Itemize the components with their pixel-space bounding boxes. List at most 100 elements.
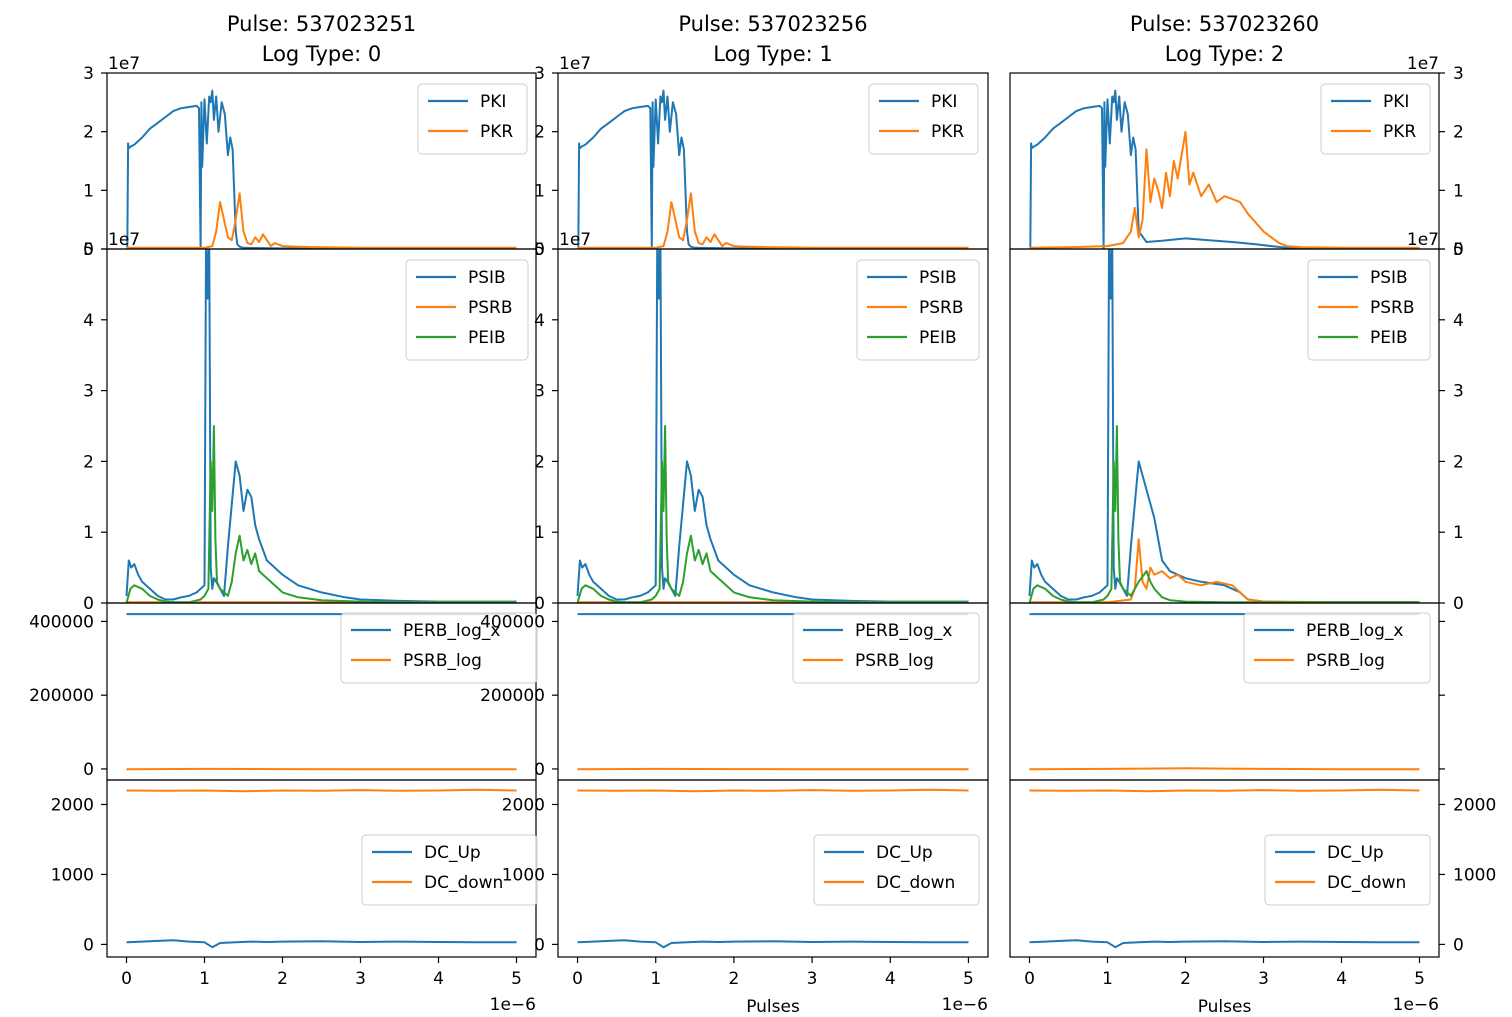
y-tick-label: 0 bbox=[83, 760, 94, 780]
series-line-pki bbox=[126, 89, 517, 249]
y-tick-label: 0 bbox=[534, 240, 545, 260]
y-tick-label: 1 bbox=[534, 523, 545, 543]
y-tick-label: 3 bbox=[534, 64, 545, 84]
x-tick-label: 0 bbox=[572, 969, 583, 989]
y-tick-label: 4 bbox=[83, 311, 94, 331]
legend: DC_Up DC_down bbox=[813, 834, 980, 906]
series-group bbox=[577, 89, 969, 249]
series-line-peib bbox=[125, 425, 517, 603]
legend-label: PEIB bbox=[1370, 328, 1408, 348]
legend: DC_Up DC_down bbox=[361, 834, 538, 906]
panel-col0-row3: 0 1000 2000 DC_Up DC_down 0 1 2 3 4 5 1e−6 bbox=[51, 779, 538, 1015]
panel-col0-row2: 0 200000 400000 PERB_log_x PSRB_log bbox=[29, 602, 538, 781]
series-group bbox=[1028, 249, 1420, 603]
series-group bbox=[125, 249, 517, 603]
series-line-dc-down bbox=[126, 788, 517, 793]
y-tick-label: 5 bbox=[534, 240, 545, 260]
legend: PERB_log_x PSRB_log bbox=[792, 612, 980, 684]
y-tick-label: 2000 bbox=[1453, 795, 1496, 815]
legend-box bbox=[417, 83, 528, 155]
col-title-line1: Pulse: 537023256 bbox=[678, 12, 867, 36]
legend-label: PSIB bbox=[1370, 268, 1408, 288]
y-tick-label: 1 bbox=[1453, 181, 1464, 201]
panel-col1-row1: 0 1 2 3 4 5 1e7 PSIB PSRB PEIB bbox=[534, 230, 989, 614]
y-tick-label: 0 bbox=[83, 240, 94, 260]
y-tick-label: 0 bbox=[1453, 240, 1464, 260]
legend-label: DC_Up bbox=[424, 843, 481, 863]
legend-label: PKI bbox=[931, 92, 957, 112]
legend-label: DC_down bbox=[1327, 873, 1406, 893]
x-tick-label: 3 bbox=[1258, 969, 1269, 989]
legend: PSIB PSRB PEIB bbox=[405, 259, 529, 361]
legend-label: PKR bbox=[480, 122, 513, 142]
series-group bbox=[1029, 788, 1420, 949]
x-tick-label: 4 bbox=[885, 969, 896, 989]
series-line-psrb-log bbox=[1029, 767, 1420, 771]
series-line-dc-down bbox=[577, 788, 969, 793]
y-tick-label: 0 bbox=[83, 594, 94, 614]
y-tick-label: 0 bbox=[83, 935, 94, 955]
x-tick-label: 3 bbox=[355, 969, 366, 989]
series-line-dc-up bbox=[577, 939, 969, 949]
y-tick-label: 3 bbox=[1453, 382, 1464, 402]
panel-col1-row3: 0 1000 2000 DC_Up DC_down 0 1 2 3 4 5 1e−6 Pulses bbox=[502, 779, 989, 1017]
legend-label: PERB_log_x bbox=[403, 621, 500, 641]
y-tick-label: 200000 bbox=[480, 686, 545, 706]
x-tick-label: 4 bbox=[433, 969, 444, 989]
y-offset-label: 1e7 bbox=[108, 230, 140, 250]
legend-label: DC_down bbox=[424, 873, 503, 893]
y-tick-label: 1 bbox=[83, 523, 94, 543]
y-tick-label: 3 bbox=[1453, 64, 1464, 84]
legend: PERB_log_x PSRB_log bbox=[340, 612, 538, 684]
y-tick-label: 1 bbox=[534, 181, 545, 201]
y-tick-label: 2 bbox=[83, 123, 94, 143]
panel-col1-row0: 0 1 2 3 1e7 PKI PKR bbox=[534, 54, 989, 260]
legend-label: PERB_log_x bbox=[855, 621, 952, 641]
legend-box bbox=[405, 259, 529, 361]
legend-label: PEIB bbox=[468, 328, 506, 348]
panel-col0-row1: 0 1 2 3 4 5 1e7 PSIB PSRB PEIB bbox=[83, 230, 537, 614]
legend: DC_Up DC_down bbox=[1264, 834, 1431, 906]
col-title-line2: Log Type: 1 bbox=[713, 42, 833, 66]
y-offset-label: 1e7 bbox=[559, 230, 591, 250]
series-line-peib bbox=[576, 425, 969, 603]
series-line-pkr bbox=[1029, 130, 1420, 249]
legend-box bbox=[1320, 83, 1431, 155]
panel-col2-row3: 0 1000 2000 DC_Up DC_down 0 1 2 3 4 5 1e−6 Pulses bbox=[1009, 779, 1496, 1017]
y-tick-label: 3 bbox=[83, 64, 94, 84]
x-offset-label: 1e−6 bbox=[1393, 995, 1439, 1015]
col-title-line1: Pulse: 537023260 bbox=[1130, 12, 1319, 36]
x-tick-label: 2 bbox=[728, 969, 739, 989]
y-tick-label: 2 bbox=[1453, 123, 1464, 143]
legend-label: PSIB bbox=[919, 268, 957, 288]
x-tick-label: 1 bbox=[199, 969, 210, 989]
axes-frame bbox=[1009, 779, 1440, 958]
legend: PKI PKR bbox=[1320, 83, 1431, 155]
series-line-psrb bbox=[1029, 538, 1420, 603]
y-tick-label: 4 bbox=[534, 311, 545, 331]
legend: PKI PKR bbox=[417, 83, 528, 155]
legend-label: DC_Up bbox=[1327, 843, 1384, 863]
y-tick-label: 2 bbox=[534, 452, 545, 472]
legend-label: PSRB bbox=[1370, 298, 1415, 318]
y-tick-label: 200000 bbox=[29, 686, 94, 706]
y-offset-label: 1e7 bbox=[1407, 54, 1439, 74]
panel-col0-row0: 0 1 2 3 1e7 PKI PKR bbox=[83, 54, 537, 260]
x-tick-label: 5 bbox=[963, 969, 974, 989]
x-tick-label: 3 bbox=[807, 969, 818, 989]
series-line-dc-up bbox=[126, 939, 517, 949]
panel-col2-row1: 0 1 2 3 4 5 1e7 PSIB PSRB PEIB bbox=[1009, 230, 1464, 614]
legend-box bbox=[856, 259, 980, 361]
y-tick-label: 1000 bbox=[1453, 865, 1496, 885]
legend: PERB_log_x PSRB_log bbox=[1243, 612, 1431, 684]
x-tick-label: 1 bbox=[650, 969, 661, 989]
legend-box bbox=[868, 83, 979, 155]
legend-label: PERB_log_x bbox=[1306, 621, 1403, 641]
series-group bbox=[126, 788, 517, 949]
legend-label: PSRB_log bbox=[855, 651, 934, 671]
y-offset-label: 1e7 bbox=[1407, 230, 1439, 250]
y-tick-label: 2 bbox=[534, 123, 545, 143]
y-tick-label: 0 bbox=[1453, 594, 1464, 614]
series-line-pkr bbox=[577, 192, 969, 249]
